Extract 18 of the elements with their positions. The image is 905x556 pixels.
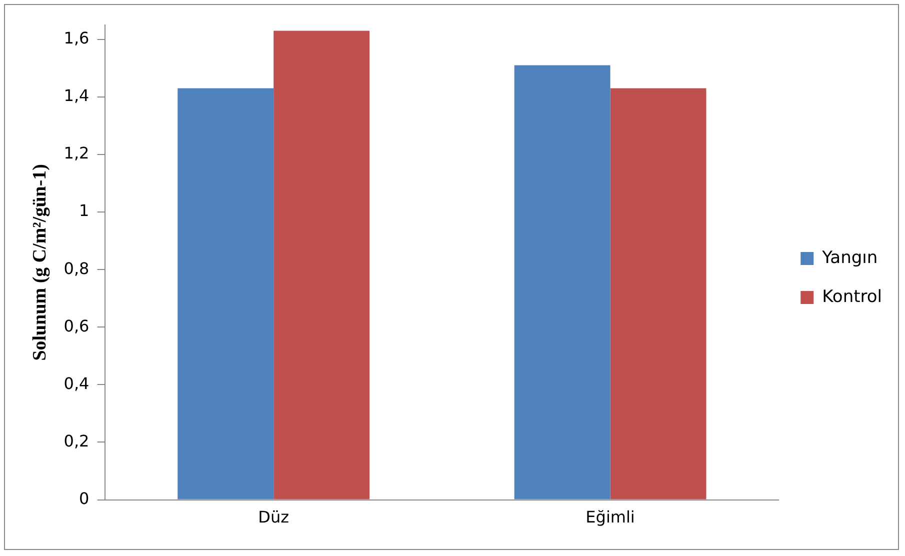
y-tick-label: 0,4 <box>64 374 90 393</box>
bar <box>514 65 610 500</box>
y-tick-label: 0 <box>79 488 90 508</box>
y-tick-label: 1,6 <box>64 28 90 48</box>
bar <box>274 30 370 500</box>
y-tick-label: 1,2 <box>64 144 90 163</box>
x-tick-label: Eğimli <box>586 508 635 527</box>
y-tick-label: 0,2 <box>64 431 90 450</box>
y-tick-label: 1,4 <box>64 86 90 106</box>
y-tick-label: 0,8 <box>64 258 90 278</box>
x-tick-label: Düz <box>258 508 290 527</box>
legend-label: Yangın <box>821 248 878 268</box>
bar <box>178 88 274 500</box>
legend-label: Kontrol <box>822 286 882 307</box>
y-tick-label: 1 <box>79 201 90 220</box>
y-axis-title: Solunum (g C/m²/gün-1) <box>29 164 50 361</box>
y-tick-label: 0,6 <box>64 316 90 336</box>
bar <box>610 88 706 500</box>
